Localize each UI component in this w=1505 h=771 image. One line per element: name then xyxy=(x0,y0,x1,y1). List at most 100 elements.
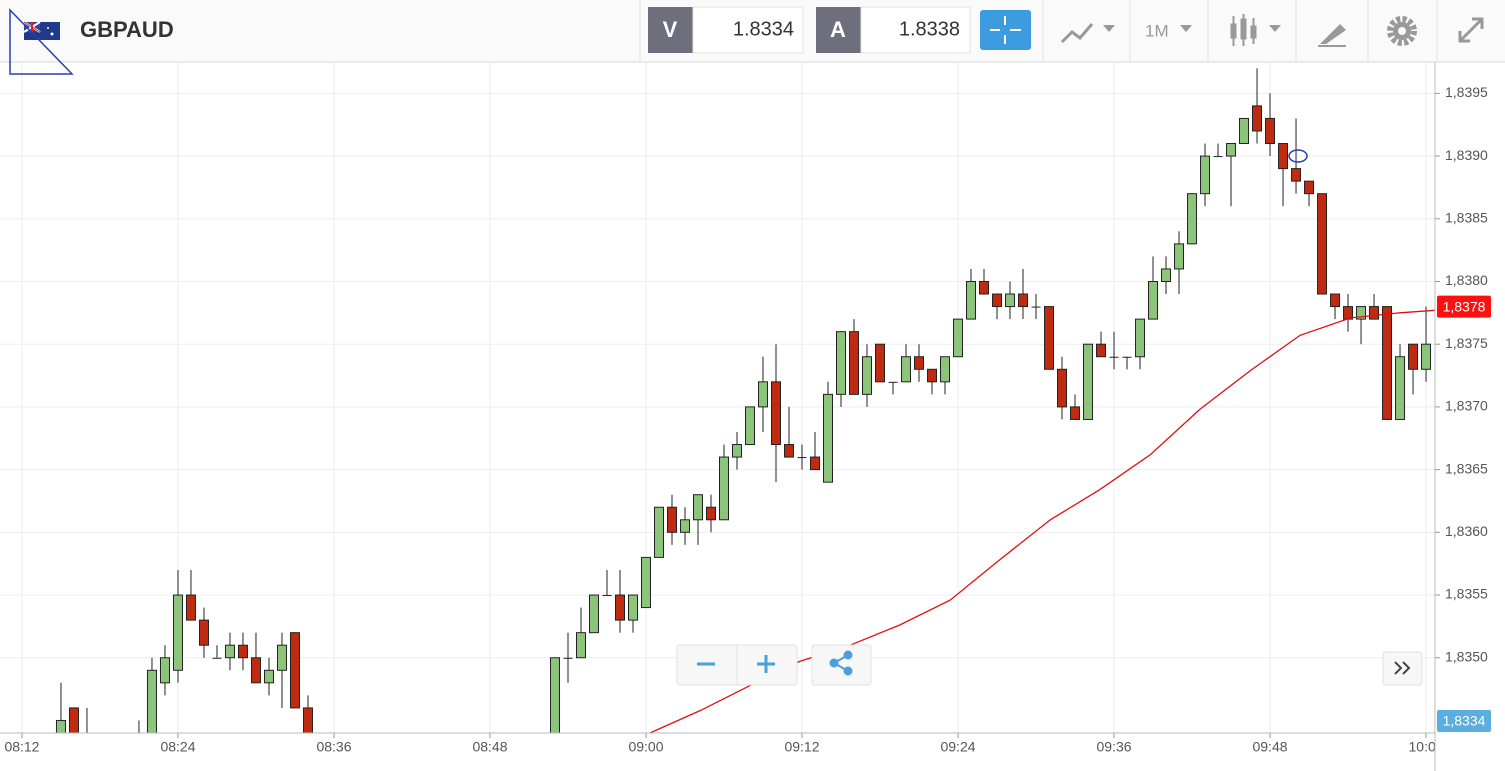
flag xyxy=(23,21,60,40)
candle-body xyxy=(679,519,690,533)
candle-body xyxy=(1005,293,1016,308)
candle-body xyxy=(705,506,716,521)
candle-body xyxy=(810,456,821,471)
candle-body xyxy=(1096,343,1107,358)
candle-body xyxy=(614,594,625,621)
candle-body xyxy=(1070,406,1081,420)
candle-body xyxy=(1291,168,1302,182)
x-tick-label: 09:48 xyxy=(1252,739,1287,755)
candle-body xyxy=(1057,368,1068,408)
bid-badge-label: 1,8334 xyxy=(1443,713,1486,729)
y-tick-label: 1,8370 xyxy=(1445,398,1488,414)
x-tick-label: 08:24 xyxy=(160,739,195,755)
candle-body xyxy=(992,293,1003,308)
candle-body xyxy=(745,406,756,446)
candle-body xyxy=(1369,306,1380,320)
scroll-right-button[interactable] xyxy=(1382,651,1423,686)
candle-body xyxy=(55,719,66,733)
candle-body xyxy=(1122,356,1132,358)
candle-body xyxy=(212,657,222,659)
share-button[interactable] xyxy=(811,644,872,686)
chart-type-button[interactable] xyxy=(1230,14,1281,46)
candle-body xyxy=(732,444,743,458)
buy-button[interactable] xyxy=(816,7,861,53)
candle-body xyxy=(1213,156,1223,158)
candle-body xyxy=(198,619,209,646)
sell-label: V xyxy=(663,17,678,42)
candle-body xyxy=(914,356,925,370)
candle-body xyxy=(862,356,873,395)
candle-body xyxy=(146,669,157,733)
fullscreen-button[interactable] xyxy=(1458,17,1484,43)
candle-body xyxy=(185,594,196,621)
candle-body xyxy=(1239,117,1250,145)
candle-body xyxy=(1304,180,1315,195)
plot xyxy=(55,68,1435,733)
candle-body xyxy=(823,393,834,483)
candle-body xyxy=(68,707,79,733)
candle-body xyxy=(1018,293,1029,308)
candle-body xyxy=(1031,306,1041,308)
candle-body xyxy=(224,644,235,659)
candle-body xyxy=(276,644,287,671)
candle-body xyxy=(719,456,730,521)
candle-body xyxy=(1187,193,1198,245)
candle-body xyxy=(797,457,807,459)
sell-button[interactable] xyxy=(648,7,693,53)
candle-body xyxy=(849,331,860,395)
candle-body xyxy=(289,632,300,709)
candle-body xyxy=(159,657,170,684)
x-tick-label: 09:36 xyxy=(1096,739,1131,755)
y-tick-label: 1,8355 xyxy=(1445,586,1488,602)
candle-body xyxy=(888,381,898,383)
crosshair-icon xyxy=(990,16,1021,44)
x-tick-label: 09:00 xyxy=(628,739,663,755)
candle-body xyxy=(575,632,586,659)
candle-body xyxy=(563,657,573,659)
crosshair-button[interactable] xyxy=(980,10,1031,50)
y-tick-label: 1,8350 xyxy=(1445,648,1488,664)
candle-body xyxy=(1109,356,1119,358)
x-tick-label: 08:36 xyxy=(316,739,351,755)
candle-body xyxy=(692,494,703,521)
candle-body xyxy=(1317,193,1328,295)
plot-bg xyxy=(0,62,1435,733)
buy-price: 1.8338 xyxy=(899,18,960,40)
candle-body xyxy=(875,343,886,383)
last-price-label: 1,8378 xyxy=(1443,298,1486,314)
drawing-ellipse xyxy=(1288,149,1308,163)
candle-body xyxy=(1382,306,1393,420)
draw-button[interactable] xyxy=(1318,24,1346,47)
symbol: GBPAUD xyxy=(80,17,174,42)
buy-label: A xyxy=(830,17,846,42)
candle-body xyxy=(549,657,560,733)
candle-body xyxy=(1200,155,1211,195)
candle-body xyxy=(666,506,677,533)
candle-body xyxy=(640,556,651,609)
share-icon xyxy=(829,650,853,676)
candle-body xyxy=(653,506,664,558)
y-tick-label: 1,8380 xyxy=(1445,272,1488,288)
candle-body xyxy=(901,356,912,383)
candle-body xyxy=(588,594,599,634)
y-tick-label: 1,8390 xyxy=(1445,147,1488,163)
y-tick-label: 1,8395 xyxy=(1445,84,1488,100)
settings-button[interactable] xyxy=(1387,16,1417,46)
candle-body xyxy=(940,356,951,383)
candle-body xyxy=(927,368,938,383)
indicator-button[interactable] xyxy=(1060,23,1115,44)
y-tick-label: 1,8360 xyxy=(1445,523,1488,539)
toolbar: GBPAUD V 1.8334 A 1.8338 1M xyxy=(0,0,1505,75)
timeframe-button[interactable]: 1M xyxy=(1145,21,1192,40)
candle-body xyxy=(263,669,274,684)
candle-body xyxy=(1044,306,1055,370)
zoom-in[interactable] xyxy=(757,655,775,673)
candle-body xyxy=(1395,356,1406,420)
candle-body xyxy=(1252,105,1263,132)
candle-body xyxy=(1330,293,1341,308)
last-price-badge xyxy=(1437,295,1491,318)
candle-body xyxy=(627,594,638,621)
candle-body xyxy=(953,318,964,358)
candle-body xyxy=(758,381,769,408)
